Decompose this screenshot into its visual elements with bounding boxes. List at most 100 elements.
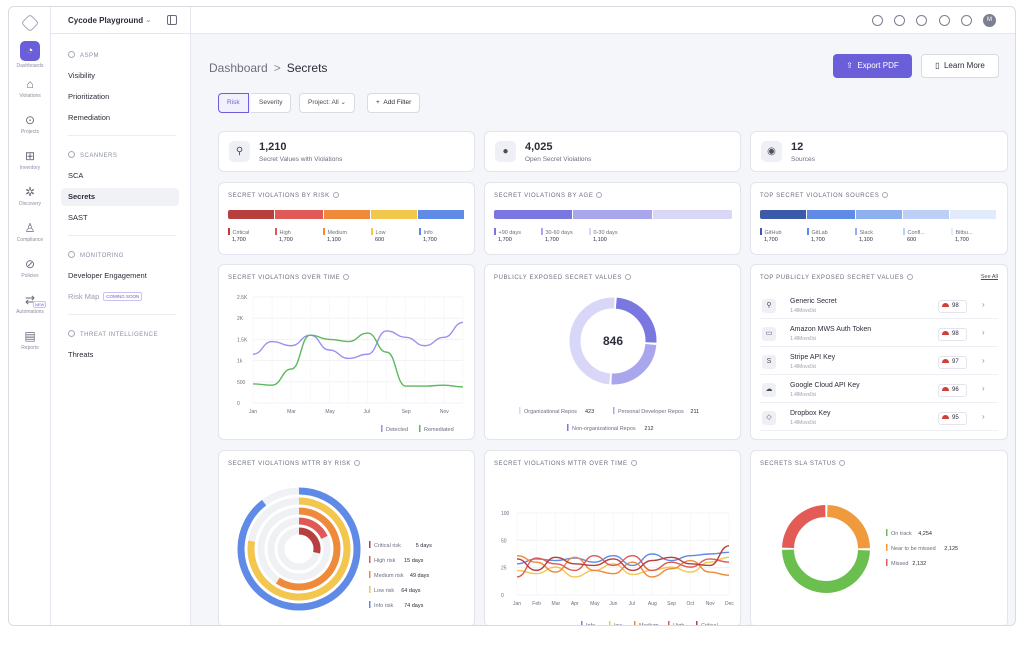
info-icon[interactable] [839, 460, 846, 466]
icon-rail: ◔ Dashboards ⌂ Violations ⊙ Projects ⊞ Inventor… [9, 7, 51, 625]
chevron-right-icon[interactable]: › [982, 384, 985, 393]
y-tick-label: 0 [501, 593, 504, 599]
chevron-right-icon[interactable]: › [982, 356, 985, 365]
collapse-panel-icon[interactable] [167, 15, 177, 25]
legend-swatch [951, 228, 953, 235]
download-icon[interactable] [894, 15, 905, 26]
series-line-critical [516, 545, 730, 572]
tab-risk[interactable]: Risk [218, 93, 249, 113]
rail-item-compliance[interactable]: ♙ Compliance [9, 221, 51, 255]
inventory-icon: ⊞ [24, 149, 36, 163]
add-filter-button[interactable]: + Add Filter [367, 93, 421, 113]
chevron-right-icon[interactable]: › [982, 328, 985, 337]
info-icon[interactable] [354, 460, 361, 466]
age-stacked-bar [494, 210, 732, 219]
legend-value: 1,100 [327, 237, 341, 243]
source-bar-segment-slack[interactable] [856, 210, 902, 219]
chat-icon[interactable] [916, 15, 927, 26]
rail-item-policies[interactable]: ⊘ Policies [9, 257, 51, 291]
age-bar-segment-30-60-days[interactable] [573, 210, 652, 219]
risk-bar-segment-low[interactable] [371, 210, 417, 219]
nav-item-sast[interactable]: SAST [68, 213, 88, 222]
card-title-text: SECRET VIOLATIONS OVER TIME [228, 275, 341, 281]
project-filter-dropdown[interactable]: Project: All ⌄ [299, 93, 355, 113]
rail-item-dashboards[interactable]: ◔ Dashboards [9, 41, 51, 75]
nav-item-threats[interactable]: Threats [68, 350, 94, 359]
nav-item-secrets[interactable]: Secrets [61, 188, 179, 206]
risk-bar-segment-info[interactable] [418, 210, 464, 219]
export-pdf-button[interactable]: ⇪ Export PDF [833, 54, 912, 78]
gear-icon[interactable] [961, 15, 972, 26]
stat-card-open-violations[interactable]: ● 4,025 Open Secret Violations [484, 131, 741, 172]
source-bar-segment-github[interactable] [760, 210, 806, 219]
list-item[interactable]: ▭ Amazon MWS Auth Token 1.4lMovs0ci 98 › [760, 323, 998, 347]
risk-bar-segment-critical[interactable] [228, 210, 274, 219]
legend-label: Slack [859, 230, 873, 236]
legend-swatch [609, 621, 611, 625]
rail-item-discovery[interactable]: ✲ Discovery [9, 185, 51, 219]
mttr-arc-medium-risk [275, 507, 341, 591]
chevron-down-icon[interactable]: ⌄ [145, 15, 152, 24]
avatar[interactable]: M [983, 14, 996, 27]
legend-label-info: Info [586, 623, 595, 626]
nav-item-risk-map[interactable]: Risk Map COMING SOON [61, 288, 179, 306]
nav-section-threat-intelligence: THREAT INTELLIGENCE [68, 330, 158, 338]
legend-label-high-risk: High risk [374, 558, 396, 564]
info-icon[interactable] [596, 192, 603, 198]
list-item[interactable]: ⚲ Generic Secret 1.4lMovs0ci 98 › [760, 295, 998, 319]
age-bar-segment-0-30-days[interactable] [653, 210, 732, 219]
rail-item-automations[interactable]: ⇄ Automations NEW [9, 293, 51, 327]
chevron-right-icon[interactable]: › [982, 412, 985, 421]
legend-value: 15 days [404, 558, 424, 564]
info-icon[interactable] [907, 274, 914, 280]
cycode-logo-icon[interactable] [20, 13, 40, 33]
stat-card-sources[interactable]: ◉ 12 Sources [750, 131, 1008, 172]
rail-item-violations[interactable]: ⌂ Violations [9, 77, 51, 111]
risk-score-value: 97 [952, 359, 959, 365]
risk-score-badge: 98 [938, 300, 967, 313]
info-icon[interactable] [343, 274, 350, 280]
nav-section-heading: THREAT INTELLIGENCE [80, 332, 158, 338]
nav-item-sca[interactable]: SCA [68, 171, 84, 180]
secret-title: Stripe API Key [790, 354, 836, 361]
rail-item-reports[interactable]: ▤ Reports [9, 329, 51, 363]
source-bar-segment-gitlab[interactable] [807, 210, 855, 219]
risk-bar-segment-high[interactable] [275, 210, 323, 219]
rail-item-label: Compliance [16, 237, 44, 243]
info-icon[interactable] [882, 192, 889, 198]
rail-item-inventory[interactable]: ⊞ Inventory [9, 149, 51, 183]
nav-item-remediation[interactable]: Remediation [68, 113, 111, 122]
chevron-right-icon[interactable]: › [982, 300, 985, 309]
list-item[interactable]: S Stripe API Key 1.4lMovs0ci 97 › [760, 351, 998, 375]
list-item[interactable]: ☁ Google Cloud API Key 1.4lMovs0ci 96 › [760, 379, 998, 403]
nav-item-prioritization[interactable]: Prioritization [68, 92, 110, 101]
info-icon[interactable] [630, 460, 637, 466]
nav-item-developer-engagement[interactable]: Developer Engagement [68, 271, 147, 280]
tab-severity[interactable]: Severity [251, 93, 292, 113]
secret-subtitle: 1.4lMovs0ci [790, 364, 817, 370]
age-bar-segment-90-days[interactable] [494, 210, 572, 219]
stat-card-secret-values[interactable]: ⚲ 1,210 Secret Values with Violations [218, 131, 475, 172]
card-violations-over-time: SECRET VIOLATIONS OVER TIME 0 500 1k 1.5K 2K… [218, 264, 475, 440]
card-mttr-by-risk: SECRET VIOLATIONS MTTR BY RISK Critical … [218, 450, 475, 625]
secret-subtitle: 1.4lMovs0ci [790, 420, 817, 426]
violations-icon: ⌂ [26, 77, 34, 91]
source-bar-segment-confl[interactable] [903, 210, 949, 219]
info-icon[interactable] [624, 274, 631, 280]
donut-center-label: 846 [603, 334, 623, 348]
risk-score-value: 95 [952, 415, 959, 421]
help-icon[interactable] [939, 15, 950, 26]
see-all-link[interactable]: See All [980, 274, 998, 280]
bell-icon[interactable] [872, 15, 883, 26]
learn-more-button[interactable]: ▯ Learn More [921, 54, 999, 78]
risk-bar-segment-medium[interactable] [324, 210, 370, 219]
breadcrumb-dashboard[interactable]: Dashboard [209, 61, 268, 75]
card-title-text: SECRET VIOLATIONS BY RISK [228, 193, 330, 199]
nav-section-heading: SCANNERS [80, 153, 118, 159]
workspace-selector[interactable]: Cycode Playground [68, 16, 144, 25]
rail-item-projects[interactable]: ⊙ Projects [9, 113, 51, 147]
info-icon[interactable] [332, 192, 339, 198]
list-item[interactable]: ◇ Dropbox Key 1.4lMovs0ci 95 › [760, 407, 998, 431]
nav-item-visibility[interactable]: Visibility [68, 71, 95, 80]
source-bar-segment-bitbu[interactable] [950, 210, 996, 219]
